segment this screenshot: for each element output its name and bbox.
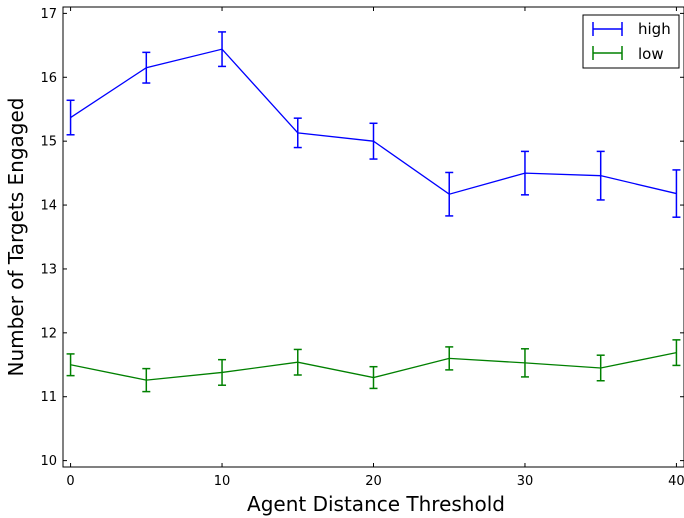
legend-marker-high <box>592 22 623 36</box>
error-bar-low <box>596 354 605 382</box>
error-bar-low <box>672 339 681 367</box>
legend-marker-low <box>592 46 623 60</box>
series-high <box>66 31 681 218</box>
y-tick-label: 16 <box>40 71 57 86</box>
y-tick-label: 17 <box>40 7 57 22</box>
legend-entry-low: low <box>592 45 664 63</box>
error-bar-low <box>293 348 302 376</box>
legend: high low <box>582 14 680 69</box>
error-bar-high <box>218 31 227 68</box>
y-tick-label: 12 <box>40 326 57 341</box>
error-bar-high <box>672 169 681 218</box>
y-tick-label: 10 <box>40 454 57 469</box>
error-bar-low <box>520 348 529 378</box>
y-axis-ticks: 10 11 12 13 14 15 16 17 <box>40 7 684 469</box>
legend-label-low: low <box>638 45 664 63</box>
error-bar-high <box>369 122 378 160</box>
y-tick-label: 11 <box>40 390 57 405</box>
error-bar-high <box>293 117 302 149</box>
y-axis-title: Number of Targets Engaged <box>4 98 28 377</box>
error-bar-high <box>596 150 605 201</box>
error-bar-high <box>142 51 151 84</box>
x-tick-label: 0 <box>66 474 74 489</box>
error-bar-high <box>520 150 529 196</box>
legend-entry-high: high <box>592 20 671 38</box>
y-tick-label: 13 <box>40 262 57 277</box>
error-bar-low <box>218 358 227 386</box>
x-tick-label: 30 <box>517 474 534 489</box>
plot-area <box>62 6 684 468</box>
y-tick-label: 14 <box>40 199 57 214</box>
x-axis-title: Agent Distance Threshold <box>247 492 505 516</box>
legend-label-high: high <box>638 20 671 38</box>
x-tick-label: 20 <box>365 474 382 489</box>
x-tick-label: 10 <box>214 474 231 489</box>
error-bar-low <box>66 353 75 377</box>
error-bar-high <box>66 99 75 136</box>
error-bar-low <box>142 367 151 393</box>
series-low <box>66 339 681 393</box>
legend-box <box>582 14 680 69</box>
error-bar-high <box>445 171 454 217</box>
series-layer <box>66 31 681 393</box>
y-tick-label: 15 <box>40 135 57 150</box>
x-axis-ticks: 0 10 20 30 40 <box>66 7 684 489</box>
error-bar-low <box>369 365 378 390</box>
x-tick-label: 40 <box>668 474 684 489</box>
error-bar-low <box>445 346 454 371</box>
